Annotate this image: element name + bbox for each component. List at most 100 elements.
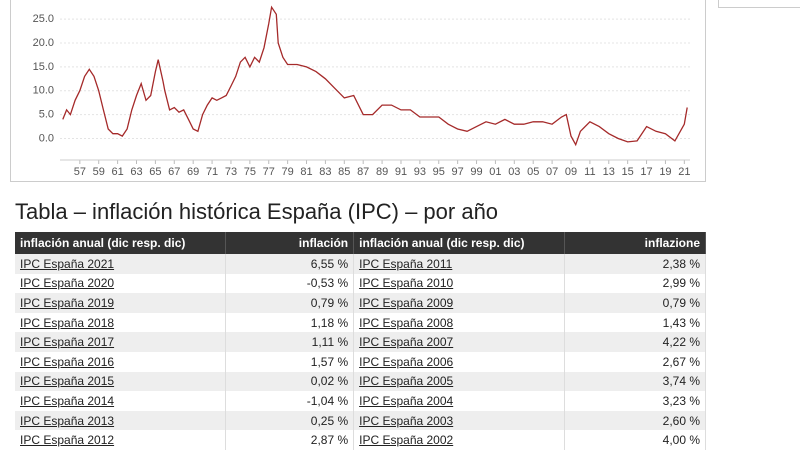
year-cell: IPC España 2002 [353, 430, 566, 450]
chart-panel: 0.0 5.0 10.0 15.0 20.0 25.0 57 59 61 63 65 67 69 71 73… [10, 0, 706, 182]
value-cell: 0,25 % [225, 410, 355, 431]
year-cell: IPC España 2005 [353, 371, 566, 392]
year-link[interactable]: IPC España 2011 [359, 256, 453, 271]
value-cell: 4,22 % [564, 332, 706, 352]
value-cell: -1,04 % [225, 391, 355, 411]
x-tick-label: 95 [433, 166, 445, 178]
year-cell: IPC España 2003 [353, 410, 566, 431]
year-cell: IPC España 2015 [15, 371, 226, 392]
value-cell: 2,38 % [564, 254, 706, 274]
value-cell: 2,60 % [564, 410, 706, 431]
year-link[interactable]: IPC España 2005 [359, 374, 454, 389]
year-link[interactable]: IPC España 2020 [20, 276, 115, 291]
table-row: IPC España 2019 0,79 % IPC España 2009 0,79… [15, 293, 706, 313]
year-link[interactable]: IPC España 2007 [359, 335, 454, 350]
x-tick-label: 59 [93, 166, 105, 178]
y-tick-label: 10.0 [33, 85, 54, 97]
y-tick-label: 20.0 [33, 37, 54, 49]
table-row: IPC España 2014 -1,04 % IPC España 2004 3,2… [15, 391, 706, 411]
x-tick-label: 83 [319, 166, 331, 178]
year-link[interactable]: IPC España 2016 [20, 354, 115, 369]
x-tick-label: 19 [659, 166, 671, 178]
x-tick-label: 87 [357, 166, 369, 178]
table-row: IPC España 2017 1,11 % IPC España 2007 4,22… [15, 332, 706, 352]
year-cell: IPC España 2012 [15, 430, 226, 450]
x-tick-label: 11 [584, 166, 595, 178]
x-tick-label: 75 [244, 166, 256, 178]
x-tick-label: 85 [338, 166, 350, 178]
x-tick-label: 73 [225, 166, 237, 178]
table-row: IPC España 2018 1,18 % IPC España 2008 1,43… [15, 312, 706, 333]
value-cell: 1,18 % [225, 312, 355, 333]
x-tick-label: 09 [565, 166, 577, 178]
year-cell: IPC España 2008 [353, 312, 566, 333]
year-link[interactable]: IPC España 2006 [359, 354, 454, 369]
x-tick-label: 61 [111, 166, 123, 178]
side-box [718, 0, 800, 8]
table-row: IPC España 2020 -0,53 % IPC España 2010 2,9… [15, 273, 706, 294]
table-row: IPC España 2021 6,55 % IPC España 2011 2,38… [15, 254, 706, 274]
year-cell: IPC España 2016 [15, 351, 226, 372]
value-cell: 1,57 % [225, 351, 355, 372]
y-tick-label: 0.0 [39, 132, 54, 144]
value-cell: 0,79 % [225, 293, 355, 313]
inflation-table: inflación anual (dic resp. dic) inflación… [15, 232, 706, 450]
table-title: Tabla – inflación histórica España (IPC)… [15, 199, 499, 224]
x-tick-label: 21 [678, 166, 690, 178]
header-row: inflación anual (dic resp. dic) inflación… [15, 232, 706, 254]
value-cell: 2,87 % [225, 430, 355, 450]
year-cell: IPC España 2011 [353, 254, 566, 274]
table-row: IPC España 2012 2,87 % IPC España 2002 4,00… [15, 430, 706, 450]
x-tick-label: 93 [414, 166, 426, 178]
x-tick-label: 91 [395, 166, 407, 178]
table-row: IPC España 2016 1,57 % IPC España 2006 2,67… [15, 351, 706, 372]
year-link[interactable]: IPC España 2003 [359, 413, 454, 428]
year-cell: IPC España 2017 [15, 332, 226, 352]
x-tick-label: 67 [168, 166, 180, 178]
year-link[interactable]: IPC España 2008 [359, 315, 454, 330]
value-cell: 4,00 % [564, 430, 706, 450]
year-cell: IPC España 2014 [15, 391, 226, 411]
year-link[interactable]: IPC España 2018 [20, 315, 115, 330]
x-tick-label: 71 [206, 166, 218, 178]
y-tick-label: 15.0 [33, 61, 54, 73]
year-link[interactable]: IPC España 2019 [20, 295, 115, 310]
year-link[interactable]: IPC España 2013 [20, 413, 115, 428]
value-cell: 2,67 % [564, 351, 706, 372]
x-tick-label: 17 [640, 166, 652, 178]
value-cell: 2,99 % [564, 273, 706, 294]
chart: 0.0 5.0 10.0 15.0 20.0 25.0 57 59 61 63 65 67 69 71 73… [33, 5, 690, 178]
x-tick-label: 03 [508, 166, 520, 178]
value-cell: 1,11 % [225, 332, 355, 352]
value-cell: 1,43 % [564, 312, 706, 333]
x-tick-label: 79 [282, 166, 294, 178]
value-cell: 3,23 % [564, 391, 706, 411]
year-cell: IPC España 2018 [15, 312, 226, 333]
table-row: IPC España 2013 0,25 % IPC España 2003 2,60… [15, 410, 706, 431]
year-cell: IPC España 2020 [15, 273, 226, 294]
year-link[interactable]: IPC España 2014 [20, 393, 115, 408]
year-link[interactable]: IPC España 2004 [359, 393, 454, 408]
year-link[interactable]: IPC España 2009 [359, 295, 454, 310]
table-row: IPC España 2015 0,02 % IPC España 2005 3,74… [15, 371, 706, 392]
x-tick-label: 81 [300, 166, 312, 178]
x-tick-label: 69 [187, 166, 199, 178]
value-cell: 6,55 % [225, 254, 355, 274]
year-link[interactable]: IPC España 2010 [359, 276, 454, 291]
x-tick-label: 89 [376, 166, 388, 178]
year-link[interactable]: IPC España 2017 [20, 335, 115, 350]
year-link[interactable]: IPC España 2021 [20, 256, 115, 271]
year-cell: IPC España 2004 [353, 391, 566, 411]
x-tick-label: 97 [452, 166, 464, 178]
year-cell: IPC España 2019 [15, 293, 226, 313]
year-cell: IPC España 2021 [15, 254, 226, 274]
year-link[interactable]: IPC España 2012 [20, 433, 115, 448]
year-cell: IPC España 2013 [15, 410, 226, 431]
x-tick-label: 01 [489, 166, 501, 178]
column-header: inflación anual (dic resp. dic) [15, 232, 226, 254]
x-tick-label: 77 [263, 166, 275, 178]
year-link[interactable]: IPC España 2002 [359, 433, 454, 448]
x-tick-label: 05 [527, 166, 539, 178]
year-link[interactable]: IPC España 2015 [20, 374, 115, 389]
